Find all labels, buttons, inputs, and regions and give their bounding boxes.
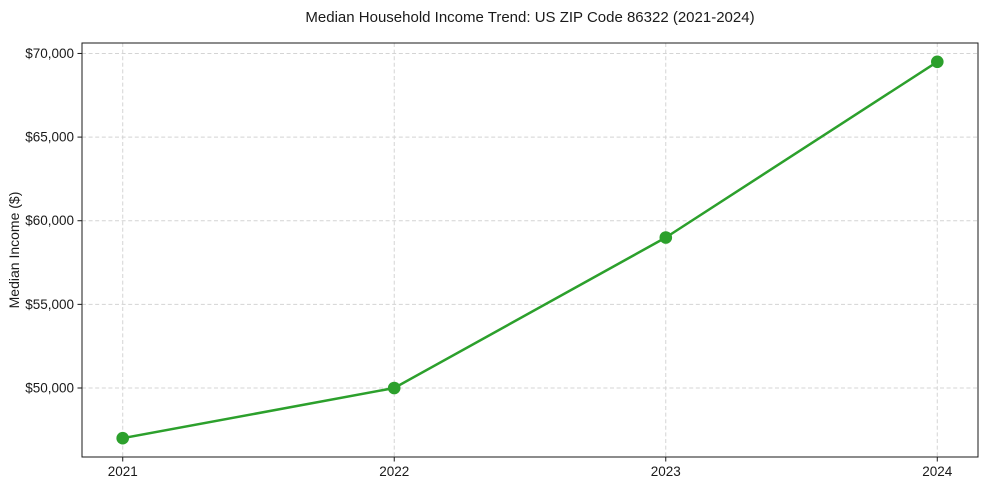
x-tick-label: 2023 bbox=[651, 464, 681, 479]
plot-border bbox=[81, 42, 979, 458]
x-tick-label: 2024 bbox=[922, 464, 953, 479]
y-tick-label: $70,000 bbox=[25, 46, 74, 61]
y-tick-label: $50,000 bbox=[25, 381, 74, 396]
y-tick-label: $60,000 bbox=[25, 213, 74, 228]
y-tick-label: $55,000 bbox=[25, 297, 74, 312]
x-tick-label: 2022 bbox=[379, 464, 409, 479]
data-point-2024 bbox=[931, 55, 944, 69]
data-point-2023 bbox=[659, 231, 673, 244]
y-tick-label: $65,000 bbox=[25, 130, 74, 145]
chart-title: Median Household Income Trend: US ZIP Co… bbox=[305, 9, 755, 26]
x-tick-label: 2021 bbox=[108, 464, 138, 479]
trend-line bbox=[121, 60, 939, 440]
data-point-2021 bbox=[116, 431, 129, 445]
data-point-2022 bbox=[387, 381, 401, 395]
